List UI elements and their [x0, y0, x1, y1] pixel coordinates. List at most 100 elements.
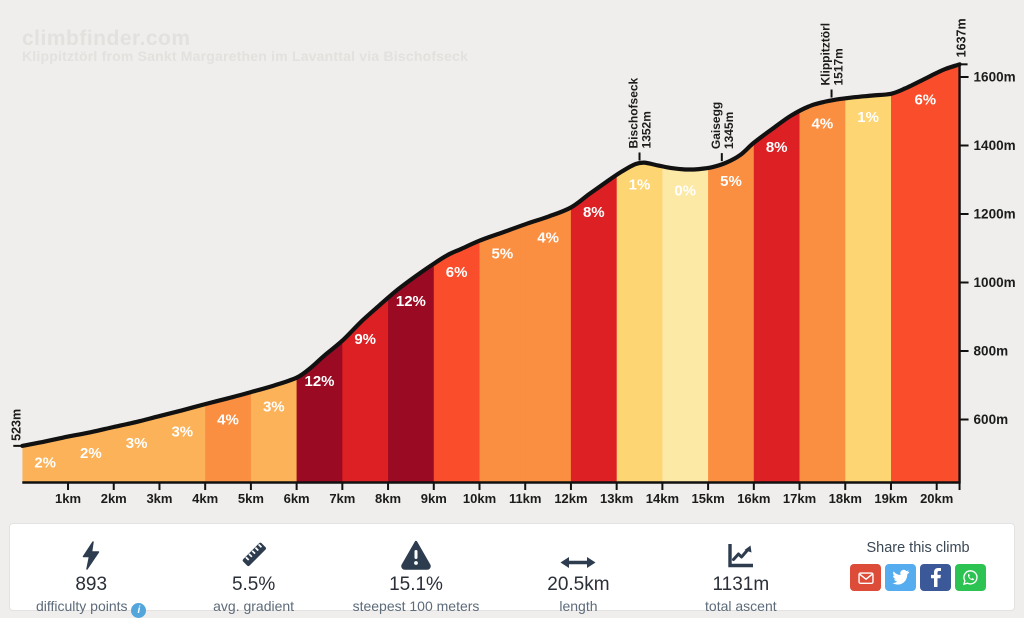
segment-gradient-label: 9%	[354, 331, 376, 348]
gradient-segment	[68, 64, 115, 483]
share-title: Share this climb	[866, 540, 970, 556]
x-tick-label: 19km	[874, 491, 907, 506]
segment-gradient-label: 8%	[766, 139, 788, 156]
y-tick-label: 1200m	[974, 207, 1016, 222]
ruler-icon	[172, 537, 334, 570]
peak-elevation-label: 1352m	[640, 111, 654, 148]
end-elevation-label: 1637m	[955, 18, 969, 57]
x-tick-label: 9km	[421, 491, 447, 506]
lightning-icon	[10, 537, 172, 570]
gradient-segment	[570, 64, 618, 483]
segment-gradient-label: 5%	[492, 246, 514, 263]
gradient-segment	[296, 64, 343, 483]
x-tick-label: 6km	[284, 491, 310, 506]
x-tick-label: 11km	[509, 491, 542, 506]
x-tick-label: 15km	[691, 491, 724, 506]
segment-gradient-label: 1%	[629, 177, 651, 194]
x-tick-label: 3km	[146, 491, 172, 506]
watermark-climb-title: Klippitztörl from Sankt Margarethen im L…	[22, 48, 468, 64]
x-tick-label: 14km	[646, 491, 679, 506]
chart-root: 2% 2% 3% 3% 4% 3% 12% 9% 12% 6% 5% 4% 8% 1% 0% 5% 8% 4% 1%…	[9, 18, 1015, 506]
segment-gradient-label: 3%	[126, 435, 148, 452]
stat-difficulty-points: 893 difficulty points i	[10, 524, 172, 618]
x-tick-label: 20km	[920, 491, 953, 506]
stat-avg-gradient: 5.5% avg. gradient	[172, 524, 334, 614]
gradient-segment	[525, 64, 572, 483]
gradient-segment	[891, 64, 960, 483]
stat-value: 893	[75, 574, 108, 595]
segment-gradient-label: 0%	[674, 183, 696, 200]
segment-gradient-label: 4%	[537, 230, 559, 247]
y-tick-label: 1400m	[974, 138, 1016, 153]
peak-name-label: Gaisegg	[709, 102, 723, 149]
peak-elevation-label: 1517m	[832, 48, 846, 85]
segment-gradient-label: 6%	[914, 92, 936, 109]
stat-label: length	[559, 597, 598, 614]
segment-gradient-label: 4%	[217, 411, 239, 428]
gradient-segment	[799, 64, 846, 483]
arrows-icon	[497, 537, 659, 570]
gradient-segment	[342, 64, 389, 483]
segment-gradient-label: 3%	[171, 423, 193, 440]
x-tick-label: 12km	[554, 491, 587, 506]
stat-value: 20.5km	[547, 574, 610, 595]
segment-gradient-label: 2%	[34, 454, 56, 471]
stat-total-ascent: 1131m total ascent	[660, 524, 822, 614]
gradient-segment	[22, 64, 69, 483]
x-tick-label: 5km	[238, 491, 264, 506]
share-whatsapp-button[interactable]	[955, 564, 987, 591]
stat-value: 15.1%	[389, 574, 443, 595]
x-tick-label: 7km	[329, 491, 355, 506]
y-tick-label: 1000m	[974, 275, 1016, 290]
segment-gradient-label: 1%	[857, 109, 879, 126]
share-facebook-button[interactable]	[920, 564, 952, 591]
segment-gradient-label: 6%	[446, 264, 468, 281]
stat-label: steepest 100 meters	[352, 597, 480, 614]
stat-value: 1131m	[712, 574, 770, 595]
x-tick-label: 17km	[783, 491, 816, 506]
y-tick-label: 800m	[974, 344, 1009, 359]
segment-gradient-label: 5%	[720, 173, 742, 190]
watermark-site: climbfinder.com	[22, 27, 191, 50]
segment-gradient-label: 3%	[263, 399, 285, 416]
peak-name-label: Klippitztörl	[819, 23, 833, 86]
start-elevation-label: 523m	[9, 409, 23, 441]
share-section: Share this climb	[822, 524, 1014, 610]
gradient-segment	[250, 64, 298, 483]
climb-profile-chart: climbfinder.com Klippitztörl from Sankt …	[9, 18, 1015, 506]
x-tick-label: 8km	[375, 491, 401, 506]
stat-label: total ascent	[705, 597, 777, 614]
twitter-icon	[892, 569, 910, 585]
stat-label: difficulty points i	[10, 598, 172, 618]
segment-gradient-label: 12%	[304, 373, 334, 390]
gradient-segment	[753, 64, 801, 483]
gradient-segment	[388, 64, 435, 483]
stat-label: avg. gradient	[213, 597, 295, 614]
info-icon[interactable]: i	[131, 602, 147, 618]
segment-gradient-label: 4%	[812, 115, 834, 132]
x-tick-label: 1km	[55, 491, 81, 506]
email-icon	[857, 571, 874, 584]
peak-name-label: Bischofseck	[627, 77, 641, 148]
y-tick-label: 1600m	[974, 70, 1016, 85]
x-tick-label: 4km	[192, 491, 218, 506]
stat-length: 20.5km length	[497, 524, 659, 614]
stat-value: 5.5%	[231, 574, 276, 595]
x-tick-label: 18km	[829, 491, 862, 506]
segment-gradient-label: 8%	[583, 204, 605, 221]
segment-gradient-label: 12%	[396, 293, 426, 310]
facebook-icon	[930, 568, 941, 587]
segment-gradient-label: 2%	[80, 445, 102, 462]
x-tick-label: 13km	[600, 491, 633, 506]
elevation-curve	[20, 62, 962, 448]
x-tick-label: 2km	[101, 491, 127, 506]
gradient-segment	[845, 64, 892, 483]
y-tick-label: 600m	[974, 412, 1009, 427]
stat-steepest: 15.1% steepest 100 meters	[335, 524, 497, 614]
x-tick-label: 16km	[737, 491, 770, 506]
share-email-button[interactable]	[850, 564, 882, 591]
whatsapp-icon	[962, 570, 978, 586]
share-twitter-button[interactable]	[885, 564, 917, 591]
stats-panel: 893 difficulty points i 5.5% avg. gradie…	[9, 523, 1015, 618]
warning-icon	[335, 537, 497, 570]
